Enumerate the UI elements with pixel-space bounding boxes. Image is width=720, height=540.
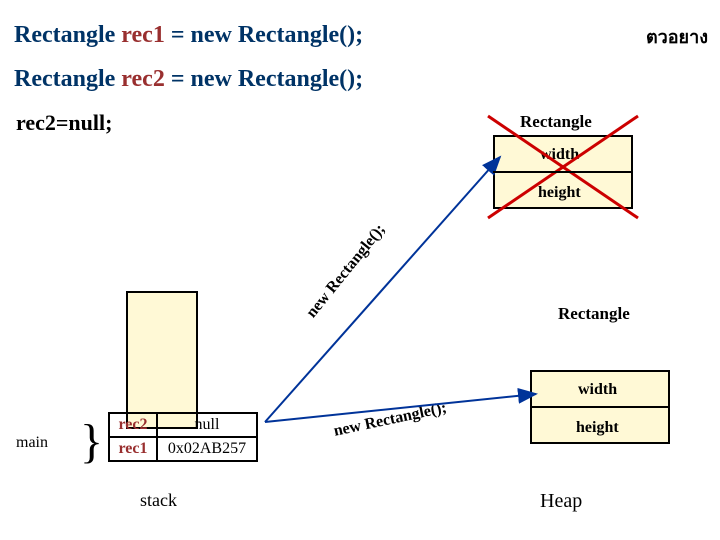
obj1-title: Rectangle	[520, 112, 592, 132]
code-line-2: Rectangle rec2 = new Rectangle();	[14, 66, 363, 93]
code-rest: = new Rectangle();	[171, 66, 363, 92]
code-rest: = new Rectangle();	[171, 22, 363, 48]
stack-var-value: null	[157, 413, 257, 437]
code-line-3: rec2=null;	[16, 110, 112, 136]
stack-var-value: 0x02AB257	[157, 437, 257, 461]
edge1-line	[265, 157, 500, 422]
obj1-field-height: height	[538, 184, 581, 202]
code-line-1: Rectangle rec1 = new Rectangle();	[14, 22, 363, 49]
obj2-title: Rectangle	[558, 304, 630, 324]
stack-var-name: rec2	[109, 413, 157, 437]
edge2-label: new Rectangle();	[332, 399, 448, 441]
brace: }	[80, 414, 103, 469]
var-name: rec1	[121, 22, 171, 48]
stack-label: stack	[140, 490, 177, 511]
table-row: rec2 null	[109, 413, 257, 437]
corner-label: ตวอยาง	[646, 22, 708, 51]
type-keyword: Rectangle	[14, 66, 121, 92]
obj1-field-width: width	[540, 146, 579, 164]
var-name: rec2	[121, 66, 171, 92]
obj2-field-height: height	[576, 419, 619, 437]
edge1-label: new Rectangle();	[303, 221, 389, 322]
main-label: main	[16, 434, 48, 452]
stack-table: rec2 null rec1 0x02AB257	[108, 412, 258, 462]
obj2-field-width: width	[578, 381, 617, 399]
table-row: rec1 0x02AB257	[109, 437, 257, 461]
type-keyword: Rectangle	[14, 22, 121, 48]
stack-var-name: rec1	[109, 437, 157, 461]
stack-column	[126, 291, 198, 429]
heap-label: Heap	[540, 490, 582, 513]
